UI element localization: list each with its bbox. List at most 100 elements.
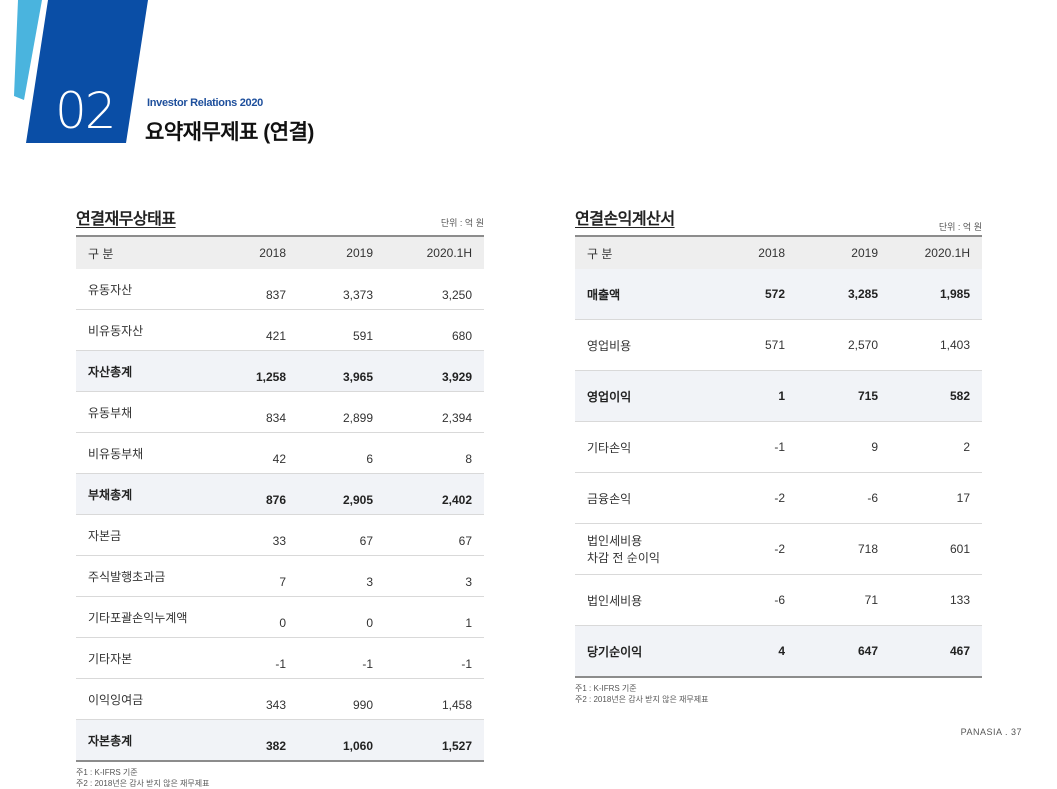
table-row: 영업이익 1 715 582 <box>575 370 982 422</box>
value-cell: 3,373 <box>298 269 385 310</box>
value-cell: 2,570 <box>797 319 890 371</box>
table-row: 기타포괄손익누계액 0 0 1 <box>76 596 484 638</box>
table-row: 유동부채 834 2,899 2,394 <box>76 391 484 433</box>
balance-sheet-unit: 단위 : 억 원 <box>440 218 484 228</box>
value-cell: 1,527 <box>385 719 484 762</box>
value-cell: 834 <box>198 391 298 433</box>
row-label: 기타포괄손익누계액 <box>76 596 198 638</box>
row-label: 영업이익 <box>575 370 693 422</box>
value-cell: 837 <box>198 269 298 310</box>
table-row: 부채총계 876 2,905 2,402 <box>76 473 484 515</box>
balance-sheet-table: 구 분 2018 2019 2020.1H 유동자산 837 3,373 3,250 비… <box>76 235 484 762</box>
table-row: 기타손익 -1 9 2 <box>575 421 982 473</box>
column-header: 2019 <box>797 235 890 269</box>
value-cell: -2 <box>693 523 797 575</box>
value-cell: 3 <box>385 555 484 597</box>
value-cell: 6 <box>298 432 385 474</box>
value-cell: 4 <box>693 625 797 678</box>
header-decoration <box>14 0 148 143</box>
row-label: 자본금 <box>76 514 198 556</box>
value-cell: 1,458 <box>385 678 484 720</box>
table-row: 비유동자산 421 591 680 <box>76 309 484 351</box>
row-label: 주식발행초과금 <box>76 555 198 597</box>
column-header: 2020.1H <box>890 235 982 269</box>
value-cell: 715 <box>797 370 890 422</box>
value-cell: 9 <box>797 421 890 473</box>
column-header: 2018 <box>198 235 298 269</box>
value-cell: 2,402 <box>385 473 484 515</box>
value-cell: -1 <box>298 637 385 679</box>
table-row: 자본총계 382 1,060 1,527 <box>76 719 484 762</box>
row-label: 유동부채 <box>76 391 198 433</box>
value-cell: 0 <box>198 596 298 638</box>
value-cell: -2 <box>693 472 797 524</box>
row-label: 금융손익 <box>575 472 693 524</box>
table-row: 매출액 572 3,285 1,985 <box>575 269 982 320</box>
table-row: 영업비용 571 2,570 1,403 <box>575 319 982 371</box>
table-row: 주식발행초과금 7 3 3 <box>76 555 484 597</box>
value-cell: 3,965 <box>298 350 385 392</box>
value-cell: 42 <box>198 432 298 474</box>
value-cell: 133 <box>890 574 982 626</box>
value-cell: 8 <box>385 432 484 474</box>
value-cell: 990 <box>298 678 385 720</box>
table-row: 비유동부채 42 6 8 <box>76 432 484 474</box>
value-cell: 1,258 <box>198 350 298 392</box>
value-cell: 2,905 <box>298 473 385 515</box>
value-cell: 1,985 <box>890 269 982 320</box>
light-blue-stripe <box>14 0 42 100</box>
value-cell: -1 <box>693 421 797 473</box>
value-cell: 3,285 <box>797 269 890 320</box>
blue-banner-shape <box>26 0 148 143</box>
value-cell: 71 <box>797 574 890 626</box>
value-cell: 33 <box>198 514 298 556</box>
table-row: 법인세비용 차감 전 순이익 -2 718 601 <box>575 523 982 575</box>
income-statement-header: 연결손익계산서 단위 : 억 원 <box>575 205 982 235</box>
balance-sheet-title: 연결재무상태표 <box>76 211 176 228</box>
column-header: 구 분 <box>76 235 198 269</box>
income-statement-table: 구 분 2018 2019 2020.1H 매출액 572 3,285 1,985 영업… <box>575 235 982 678</box>
row-label: 법인세비용 <box>575 574 693 626</box>
table-row: 당기순이익 4 647 467 <box>575 625 982 678</box>
value-cell: 591 <box>298 309 385 351</box>
value-cell: 1,403 <box>890 319 982 371</box>
income-statement-title: 연결손익계산서 <box>575 211 675 228</box>
row-label: 비유동부채 <box>76 432 198 474</box>
note-line: 주1 : K-IFRS 기준 <box>76 768 138 777</box>
section-number: 02 <box>55 82 117 140</box>
value-cell: 2 <box>890 421 982 473</box>
value-cell: 421 <box>198 309 298 351</box>
table-row: 유동자산 837 3,373 3,250 <box>76 269 484 310</box>
table-row: 기타자본 -1 -1 -1 <box>76 637 484 679</box>
value-cell: 601 <box>890 523 982 575</box>
value-cell: 582 <box>890 370 982 422</box>
column-header: 구 분 <box>575 235 693 269</box>
value-cell: 3 <box>298 555 385 597</box>
value-cell: 1 <box>385 596 484 638</box>
column-header: 2019 <box>298 235 385 269</box>
value-cell: 343 <box>198 678 298 720</box>
value-cell: 17 <box>890 472 982 524</box>
row-label: 이익잉여금 <box>76 678 198 720</box>
income-statement-body: 매출액 572 3,285 1,985 영업비용 571 2,570 1,403 영업이익 1 71… <box>575 269 982 678</box>
column-header: 2020.1H <box>385 235 484 269</box>
page-title: 요약재무제표 (연결) <box>145 121 314 144</box>
row-label: 유동자산 <box>76 269 198 310</box>
value-cell: 647 <box>797 625 890 678</box>
value-cell: 67 <box>385 514 484 556</box>
note-line: 주1 : K-IFRS 기준 <box>575 684 637 693</box>
table-header-row: 구 분 2018 2019 2020.1H <box>76 235 484 269</box>
row-label: 법인세비용 차감 전 순이익 <box>575 523 693 575</box>
value-cell: -1 <box>385 637 484 679</box>
value-cell: 2,394 <box>385 391 484 433</box>
income-statement-notes: 주1 : K-IFRS 기준 주2 : 2018년은 감사 받지 않은 재무제표 <box>575 683 982 705</box>
value-cell: 572 <box>693 269 797 320</box>
row-label: 기타손익 <box>575 421 693 473</box>
note-line: 주2 : 2018년은 감사 받지 않은 재무제표 <box>76 779 210 788</box>
table-header-row: 구 분 2018 2019 2020.1H <box>575 235 982 269</box>
value-cell: 467 <box>890 625 982 678</box>
balance-sheet-body: 유동자산 837 3,373 3,250 비유동자산 421 591 680 자산총계 1,258… <box>76 269 484 762</box>
value-cell: -6 <box>797 472 890 524</box>
value-cell: 3,250 <box>385 269 484 310</box>
value-cell: -6 <box>693 574 797 626</box>
